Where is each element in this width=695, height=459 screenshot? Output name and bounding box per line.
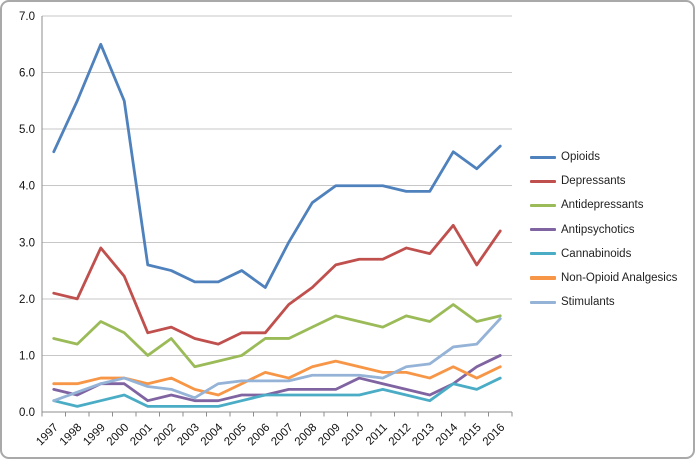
x-tick-label: 1998 [58, 422, 85, 449]
x-tick-label: 2011 [364, 422, 390, 448]
x-tick-label: 2010 [340, 422, 367, 449]
y-tick-label: 1.0 [19, 350, 35, 362]
x-tick-label: 1999 [81, 422, 108, 449]
x-tick-label: 2013 [410, 422, 437, 449]
x-tick-label: 2003 [175, 422, 202, 449]
x-tick-label: 1997 [34, 422, 61, 449]
x-tick-label: 2004 [199, 421, 226, 448]
x-tick-label: 2008 [293, 422, 320, 449]
x-tick-label: 2016 [481, 422, 508, 449]
x-tick-label: 2012 [387, 422, 414, 449]
x-tick-label: 2000 [105, 422, 132, 449]
legend-item-antidepressants[interactable]: Antidepressants [530, 193, 677, 217]
legend-item-depressants[interactable]: Depressants [530, 169, 677, 193]
legend-line-swatch [530, 203, 556, 208]
legend-item-cannabinoids[interactable]: Cannabinoids [530, 242, 677, 266]
y-tick-label: 0.0 [19, 407, 35, 419]
series-line-stimulants[interactable] [52, 317, 502, 403]
x-tick-label: 2014 [434, 421, 461, 448]
legend-item-non-opioid-analgesics[interactable]: Non-Opioid Analgesics [530, 266, 677, 290]
y-tick-label: 7.0 [19, 11, 35, 23]
legend-line-swatch [530, 228, 556, 232]
series-line-cannabinoids[interactable] [52, 376, 502, 408]
y-tick-label: 6.0 [19, 68, 35, 80]
legend-line-swatch [530, 155, 556, 159]
legend-item-opioids[interactable]: Opioids [530, 145, 677, 169]
legend-line-swatch [530, 252, 556, 256]
series-line-antidepressants[interactable] [52, 303, 502, 369]
x-tick-label: 2015 [457, 422, 484, 449]
series-line-antipsychotics[interactable] [52, 354, 502, 403]
legend-label: Cannabinoids [561, 247, 632, 260]
legend-item-stimulants[interactable]: Stimulants [530, 290, 677, 314]
legend-label: Depressants [561, 175, 626, 188]
series-line-depressants[interactable] [52, 223, 502, 346]
x-tick-label: 2002 [152, 422, 179, 449]
legend-line-swatch [530, 300, 556, 304]
x-tick-label: 2006 [246, 422, 273, 449]
legend-label: Stimulants [561, 296, 615, 309]
legend-item-antipsychotics[interactable]: Antipsychotics [530, 218, 677, 242]
chart-legend: Opioids Depressants Antidepressants Anti… [530, 145, 677, 314]
legend-line-swatch [530, 276, 556, 280]
y-tick-label: 4.0 [19, 181, 35, 193]
y-tick-label: 2.0 [19, 294, 35, 306]
legend-label: Opioids [561, 151, 600, 164]
x-tick-label: 2005 [222, 422, 249, 449]
series-line-opioids[interactable] [52, 42, 502, 289]
legend-label: Antipsychotics [561, 223, 635, 236]
x-tick-label: 2001 [128, 422, 155, 449]
legend-label: Non-Opioid Analgesics [561, 272, 678, 285]
legend-label: Antidepressants [561, 199, 644, 212]
y-tick-label: 5.0 [19, 124, 35, 136]
x-tick-label: 2007 [269, 422, 296, 449]
y-tick-label: 3.0 [19, 237, 35, 249]
legend-line-swatch [530, 179, 556, 183]
x-tick-label: 2009 [316, 422, 343, 449]
